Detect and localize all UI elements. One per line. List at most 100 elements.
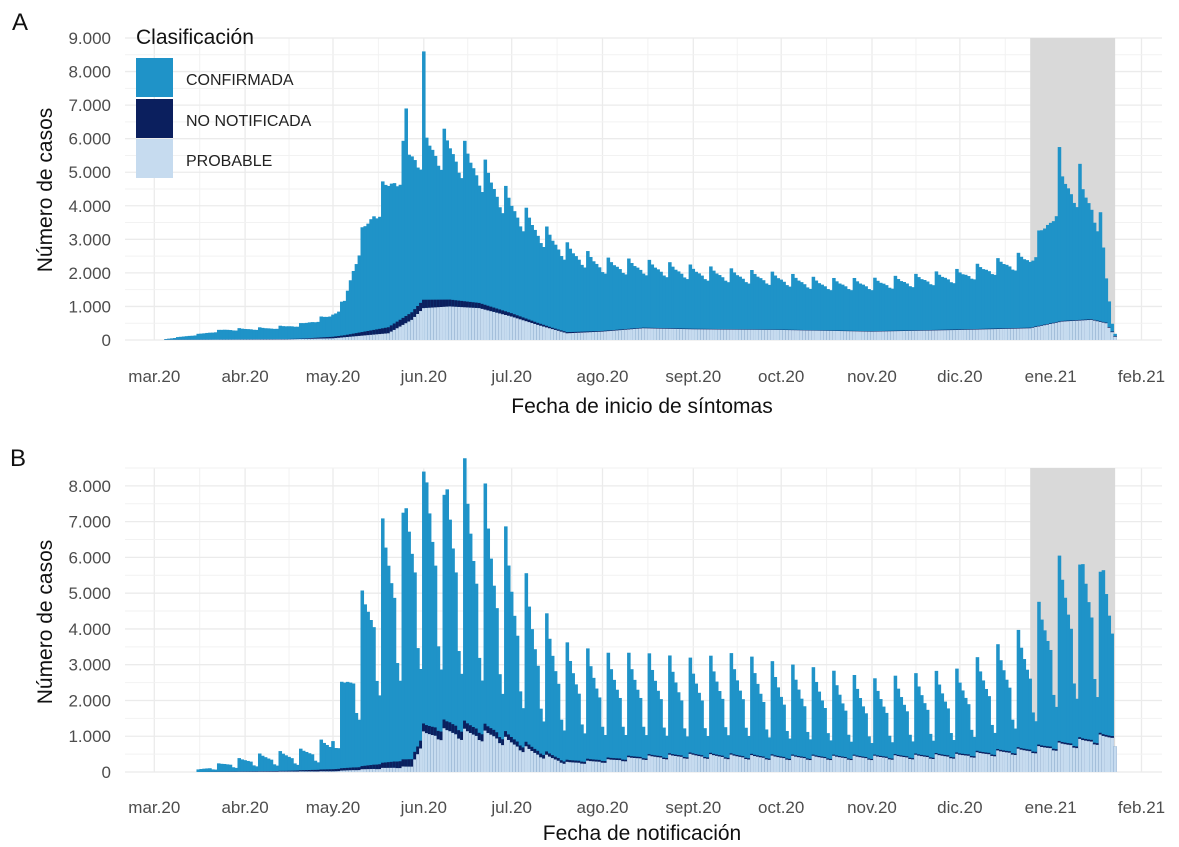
bar-probable <box>369 334 373 340</box>
bar-probable <box>805 759 810 772</box>
bar-confirmada <box>216 329 221 340</box>
bar-confirmada <box>492 585 496 772</box>
bar-probable <box>562 332 567 340</box>
bar-confirmada <box>407 154 411 340</box>
bar-confirmada <box>401 512 406 772</box>
bar-probable <box>597 761 602 772</box>
bar-probable <box>794 330 798 340</box>
bar-no-notificada <box>378 764 382 772</box>
bar-confirmada <box>747 283 751 340</box>
bar-probable <box>600 331 605 340</box>
bar-probable <box>331 771 335 772</box>
bar-confirmada <box>641 726 646 772</box>
bar-confirmada <box>1095 697 1100 772</box>
bar-confirmada <box>556 683 561 772</box>
bar-probable <box>597 331 602 340</box>
bar-probable <box>846 759 851 772</box>
bar-confirmada <box>328 316 332 340</box>
x-tick-label: nov.20 <box>847 798 897 817</box>
bar-probable <box>298 339 303 340</box>
bar-probable <box>632 328 637 340</box>
bar-probable <box>858 331 863 340</box>
bar-probable <box>407 766 411 772</box>
bar-probable <box>668 754 672 772</box>
bar-confirmada <box>662 727 666 772</box>
bar-probable <box>1051 323 1056 340</box>
bar-no-notificada <box>366 765 370 772</box>
bar-confirmada <box>717 691 722 772</box>
bar-probable <box>738 329 742 340</box>
bar-probable <box>990 329 994 340</box>
bar-probable <box>424 733 429 772</box>
bar-confirmada <box>542 721 546 772</box>
bar-confirmada <box>216 763 221 772</box>
bar-confirmada <box>612 679 616 772</box>
bar-confirmada <box>641 273 646 340</box>
bar-probable <box>706 758 710 772</box>
bar-probable <box>506 315 511 340</box>
bar-no-notificada <box>319 769 324 772</box>
bar-confirmada <box>354 264 359 340</box>
bar-confirmada <box>257 753 262 772</box>
bar-probable <box>682 329 687 340</box>
bar-confirmada <box>591 261 596 340</box>
bar-probable <box>1081 740 1085 772</box>
bar-probable <box>744 329 748 340</box>
bar-confirmada <box>984 688 989 772</box>
y-tick-label: 7.000 <box>68 96 111 115</box>
bar-confirmada <box>799 282 804 340</box>
bar-probable <box>949 330 953 340</box>
bar-confirmada <box>530 629 534 772</box>
bar-confirmada <box>170 338 174 340</box>
bar-confirmada <box>922 280 927 340</box>
bar-probable <box>395 768 400 772</box>
bar-probable <box>571 762 575 772</box>
bar-probable <box>852 755 857 772</box>
panel-b-bars <box>196 458 1117 772</box>
bar-probable <box>694 755 698 772</box>
bar-confirmada <box>764 283 769 340</box>
bar-confirmada <box>366 611 370 772</box>
bar-probable <box>650 756 655 772</box>
bar-probable <box>410 319 414 340</box>
bar-probable <box>296 339 300 340</box>
bar-confirmada <box>219 763 224 772</box>
bar-confirmada <box>173 338 177 340</box>
bar-probable <box>1022 750 1027 772</box>
bar-probable <box>635 758 640 772</box>
bar-probable <box>477 740 482 772</box>
bar-confirmada <box>219 329 224 340</box>
bar-probable <box>717 756 722 772</box>
bar-confirmada <box>392 597 397 772</box>
x-tick-label: dic.20 <box>937 367 982 386</box>
bar-confirmada <box>791 273 795 340</box>
bar-probable <box>630 757 634 772</box>
bar-probable <box>802 758 807 772</box>
bar-confirmada <box>547 234 552 340</box>
bar-confirmada <box>838 694 842 772</box>
bar-probable <box>389 767 394 772</box>
bar-probable <box>1037 326 1041 340</box>
bar-confirmada <box>410 156 414 340</box>
bar-probable <box>673 755 678 772</box>
y-tick-label: 4.000 <box>68 620 111 639</box>
bar-confirmada <box>398 184 403 340</box>
bar-confirmada <box>870 290 874 340</box>
bar-no-notificada <box>363 765 367 772</box>
bar-confirmada <box>1101 247 1106 340</box>
bar-probable <box>641 328 646 340</box>
bar-probable <box>547 756 552 772</box>
bar-probable <box>679 756 684 772</box>
bar-probable <box>632 757 637 772</box>
bar-confirmada <box>389 583 394 772</box>
bar-confirmada <box>381 181 385 340</box>
bar-confirmada <box>228 764 233 772</box>
bar-probable <box>436 739 441 772</box>
bar-confirmada <box>460 178 464 340</box>
bar-probable <box>838 331 842 340</box>
bar-confirmada <box>1031 260 1035 340</box>
bar-confirmada <box>990 724 994 772</box>
bar-probable <box>922 756 927 772</box>
bar-confirmada <box>237 758 242 772</box>
bar-confirmada <box>712 671 716 772</box>
